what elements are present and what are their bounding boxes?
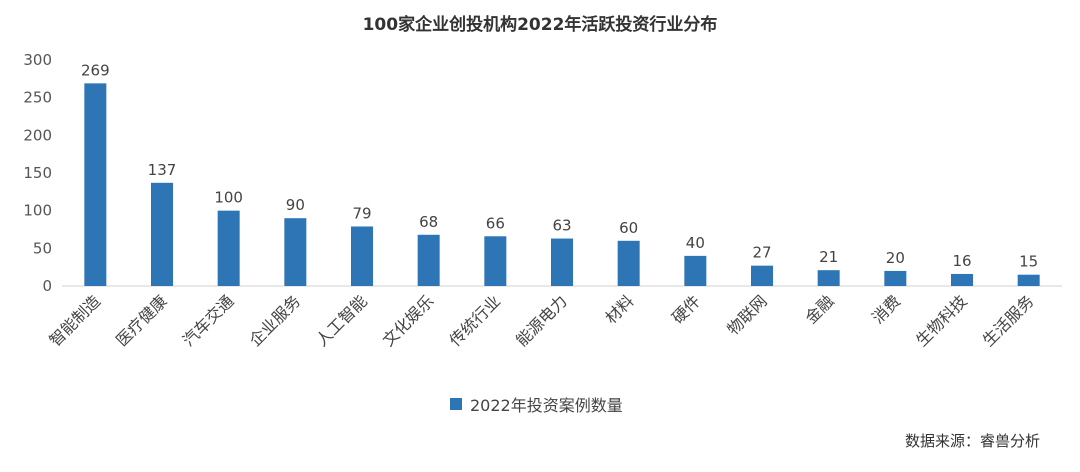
bar <box>617 240 640 286</box>
source-note: 数据来源：睿兽分析 <box>904 432 1040 450</box>
y-tick-label: 250 <box>23 89 52 107</box>
data-label: 66 <box>486 214 505 232</box>
y-tick-label: 100 <box>23 202 52 220</box>
y-axis: 0 50 100 150 200 250 300 <box>23 51 52 295</box>
category-label: 智能制造 <box>45 291 104 350</box>
bar <box>151 182 173 286</box>
bar <box>484 236 507 286</box>
bar <box>351 226 373 286</box>
category-label: 消费 <box>868 291 904 327</box>
bar <box>817 270 840 286</box>
bar <box>1017 274 1040 286</box>
category-label: 生物科技 <box>912 291 971 350</box>
data-label: 40 <box>686 234 705 252</box>
data-labels: 269 137 100 90 79 68 66 63 60 40 27 21 20 16 15 <box>81 61 1038 270</box>
bar <box>417 234 440 286</box>
data-label: 16 <box>952 252 971 270</box>
data-label: 90 <box>286 196 305 214</box>
category-label: 物联网 <box>723 291 770 338</box>
category-label: 文化娱乐 <box>379 291 438 350</box>
data-label: 137 <box>148 161 177 179</box>
bar <box>884 270 907 286</box>
legend: 2022年投资案例数量 <box>450 392 623 416</box>
data-label: 63 <box>552 217 571 235</box>
bar <box>751 265 773 286</box>
category-label: 材料 <box>601 291 637 327</box>
y-tick-label: 50 <box>33 239 52 257</box>
data-label: 269 <box>81 61 110 79</box>
category-label: 生活服务 <box>979 291 1038 350</box>
category-label: 硬件 <box>668 291 704 327</box>
legend-label: 2022年投资案例数量 <box>470 396 623 415</box>
data-label: 15 <box>1019 253 1038 271</box>
category-label: 医疗健康 <box>112 291 171 350</box>
bar <box>684 255 707 286</box>
category-label: 企业服务 <box>245 291 304 350</box>
bar <box>284 218 307 286</box>
y-tick-label: 150 <box>23 164 52 182</box>
data-label: 27 <box>752 244 771 262</box>
y-tick-label: 200 <box>23 126 52 144</box>
bars <box>84 83 1040 286</box>
category-label: 能源电力 <box>512 291 571 350</box>
category-label: 人工智能 <box>312 291 371 350</box>
legend-swatch <box>450 398 462 410</box>
data-label: 68 <box>419 213 438 231</box>
chart-title: 100家企业创投机构2022年活跃投资行业分布 <box>362 15 718 35</box>
y-tick-label: 0 <box>42 277 52 295</box>
bar <box>551 238 573 286</box>
bar <box>217 210 240 286</box>
data-label: 79 <box>352 204 371 222</box>
data-label: 100 <box>214 189 243 207</box>
bar <box>951 273 973 286</box>
category-label: 金融 <box>801 291 837 327</box>
category-label: 汽车交通 <box>179 291 238 350</box>
category-label: 传统行业 <box>445 291 504 350</box>
y-tick-label: 300 <box>23 51 52 69</box>
data-label: 21 <box>819 248 838 266</box>
data-label: 60 <box>619 219 638 237</box>
data-label: 20 <box>886 249 905 267</box>
category-labels: 智能制造 医疗健康 汽车交通 企业服务 人工智能 文化娱乐 传统行业 能源电力 材料 硬件 物联网金… <box>45 291 1037 350</box>
bar <box>84 83 107 286</box>
